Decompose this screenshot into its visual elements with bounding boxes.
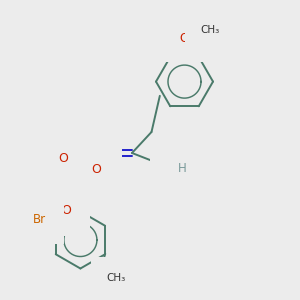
Text: NH: NH: [167, 155, 185, 168]
Text: CH₃: CH₃: [106, 273, 126, 283]
Text: O: O: [58, 152, 68, 166]
Text: O: O: [180, 32, 189, 45]
Text: Br: Br: [33, 213, 46, 226]
Text: O: O: [62, 204, 71, 217]
Text: O: O: [91, 163, 101, 176]
Text: N: N: [93, 146, 103, 160]
Text: CH₃: CH₃: [200, 25, 220, 35]
Text: H: H: [178, 162, 187, 175]
